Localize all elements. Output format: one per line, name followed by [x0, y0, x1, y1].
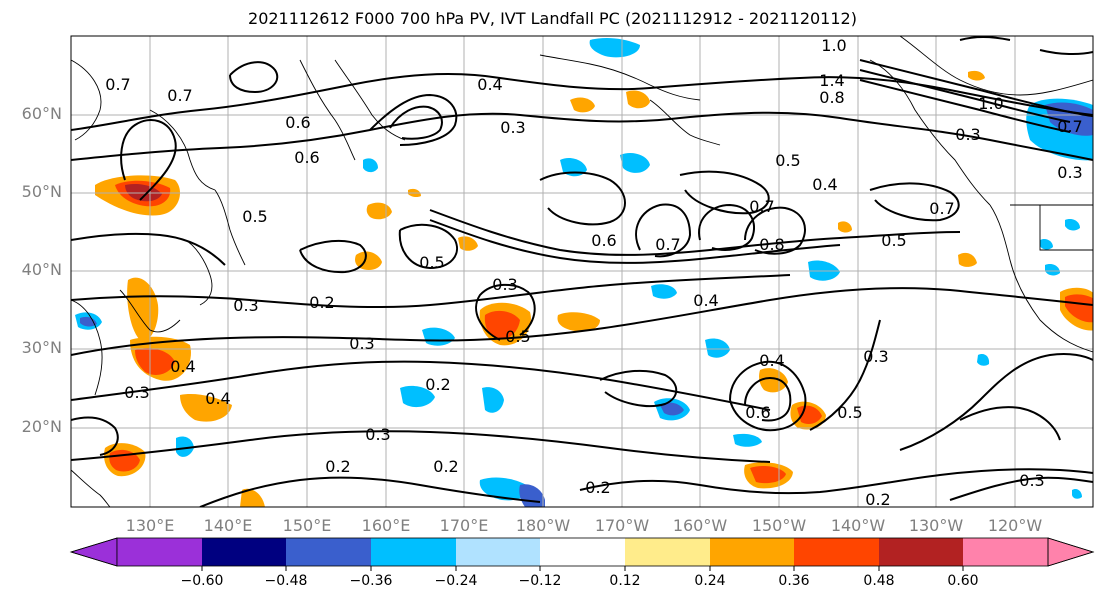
colorbar-tick-label: −0.24: [434, 573, 478, 589]
colorbar-tick-label: −0.36: [349, 573, 393, 589]
contour-label: 0.6: [591, 231, 616, 250]
contour-label: 0.3: [349, 334, 374, 353]
longitude-label: 160°W: [672, 516, 728, 535]
colorbar-tick-label: −0.12: [518, 573, 562, 589]
graticule: [71, 36, 1093, 507]
colorbar-tick-label: 0.24: [694, 573, 726, 589]
contour-label: 0.7: [167, 86, 192, 105]
latitude-label: 50°N: [21, 182, 62, 201]
contour-label: 0.3: [233, 296, 258, 315]
longitude-label: 170°W: [594, 516, 650, 535]
longitude-label: 170°E: [439, 516, 489, 535]
contour-label: 0.7: [655, 235, 680, 254]
contour-label: 0.5: [419, 253, 444, 272]
colorbar: [69, 537, 1095, 571]
contour-label: 0.2: [309, 293, 334, 312]
contour-label: 0.5: [775, 151, 800, 170]
longitude-label: 140°E: [203, 516, 253, 535]
contour-label: 0.5: [505, 327, 530, 346]
contour-label: 0.3: [955, 125, 980, 144]
longitude-label: 150°W: [751, 516, 807, 535]
contour-label: 0.5: [242, 207, 267, 226]
contour-label: 0.4: [812, 175, 837, 194]
contour-label: 0.2: [433, 457, 458, 476]
contour-label: 0.7: [929, 199, 954, 218]
map-frame: [70, 35, 1094, 508]
colorbar-tick-label: 0.12: [609, 573, 641, 589]
longitude-label: 180°W: [515, 516, 571, 535]
contour-label: 0.2: [585, 478, 610, 497]
contour-label: 0.5: [881, 231, 906, 250]
contour-label: 0.3: [492, 275, 517, 294]
longitude-label: 130°E: [125, 516, 175, 535]
colorbar-tick-label: 0.60: [947, 573, 979, 589]
contour-label: 0.2: [325, 457, 350, 476]
contour-label: 0.2: [425, 375, 450, 394]
latitude-label: 40°N: [21, 260, 62, 279]
colorbar-tick-label: −0.60: [180, 573, 224, 589]
longitude-label: 120°W: [987, 516, 1043, 535]
colorbar-tick-label: −0.48: [264, 573, 308, 589]
contour-label: 0.4: [693, 291, 718, 310]
contour-label: 0.3: [124, 383, 149, 402]
longitude-label: 140°W: [830, 516, 886, 535]
latitude-label: 30°N: [21, 338, 62, 357]
contour-label: 0.6: [745, 403, 770, 422]
contour-label: 0.8: [819, 88, 844, 107]
contour-label: 1.0: [821, 36, 846, 55]
contour-label: 0.3: [1057, 163, 1082, 182]
contour-label: 0.2: [865, 490, 890, 509]
contour-label: 1.4: [819, 71, 844, 90]
map-title: 2021112612 F000 700 hPa PV, IVT Landfall…: [248, 9, 857, 28]
contour-label: 1.0: [978, 94, 1003, 113]
longitude-label: 160°E: [361, 516, 411, 535]
contour-label: 0.7: [749, 197, 774, 216]
contour-label: 0.8: [759, 235, 784, 254]
contour-label: 0.5: [837, 403, 862, 422]
contour-label: 0.6: [294, 148, 319, 167]
colorbar-tick-label: 0.36: [778, 573, 810, 589]
contour-label: 0.4: [205, 389, 230, 408]
latitude-label: 20°N: [21, 417, 62, 436]
latitude-label: 60°N: [21, 104, 62, 123]
contour-label: 0.3: [365, 425, 390, 444]
pv-contours: [71, 36, 1093, 507]
coastlines: [71, 36, 1093, 507]
contour-label: 0.4: [477, 75, 502, 94]
longitude-label: 130°W: [908, 516, 964, 535]
contour-label: 0.3: [1019, 471, 1044, 490]
contour-label: 0.3: [500, 118, 525, 137]
contour-label: 0.3: [863, 347, 888, 366]
contour-label: 0.4: [170, 357, 195, 376]
contour-label: 0.4: [759, 351, 784, 370]
contour-label: 0.7: [105, 75, 130, 94]
longitude-label: 150°E: [282, 516, 332, 535]
contour-label: 0.6: [285, 113, 310, 132]
colorbar-tick-label: 0.48: [863, 573, 895, 589]
contour-labels: 0.7 0.7 0.6 0.6 0.4 0.5 0.3 0.3 0.4 0.2 …: [105, 36, 1082, 509]
contour-label: 0.7: [1057, 117, 1082, 136]
